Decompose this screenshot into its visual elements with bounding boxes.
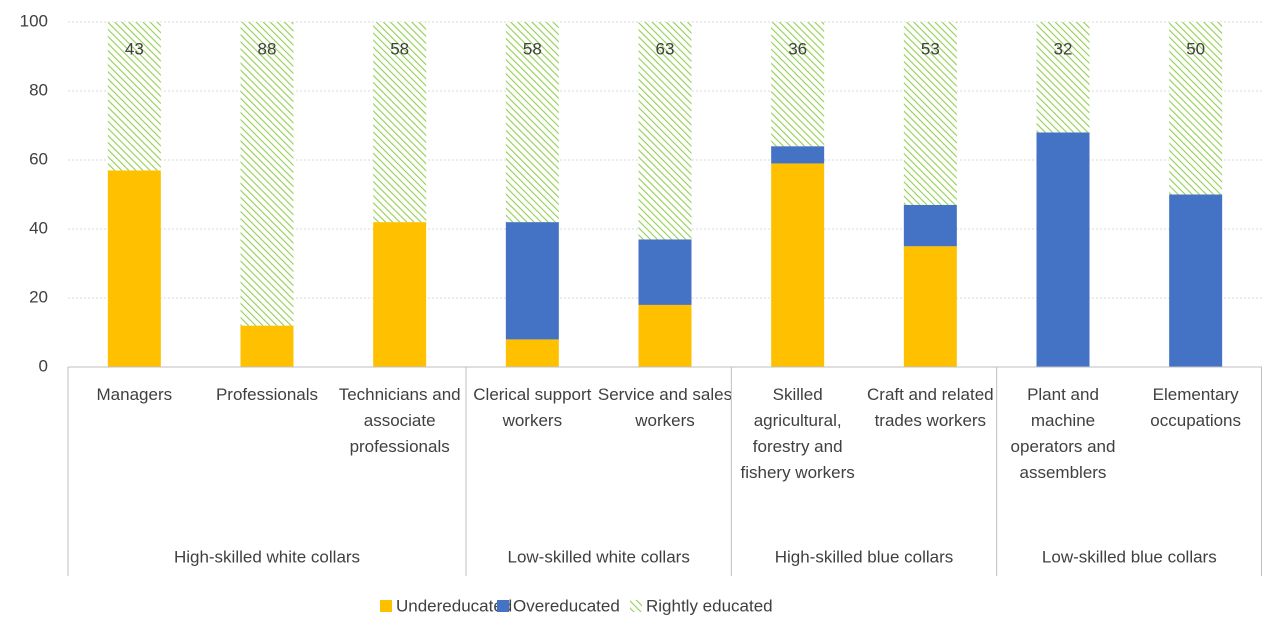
x-tick-label: Technicians and associate professionals — [338, 385, 461, 456]
x-label-box: Skilled agricultural, forestry and fishe… — [740, 385, 855, 482]
data-label: 58 — [390, 39, 409, 58]
bar-segment — [771, 146, 825, 164]
x-label-box: Elementary occupations — [1150, 385, 1242, 430]
legend-label: Overeducated — [513, 596, 620, 615]
x-label-box: Clerical support workers — [473, 385, 592, 430]
data-label: 36 — [788, 39, 807, 58]
bar-segment — [903, 204, 957, 247]
x-tick-label: Professionals — [215, 385, 319, 404]
y-tick-label: 100 — [20, 11, 48, 30]
bar-segment — [505, 222, 559, 340]
y-tick-label: 20 — [29, 287, 48, 306]
bar-segment — [1169, 194, 1223, 367]
x-tick-label: Plant and machine operators and assemble… — [1010, 385, 1116, 482]
bar-segment — [638, 22, 692, 240]
bar-segment — [107, 170, 161, 367]
bar-segment — [771, 22, 825, 147]
x-tick-label: Skilled agricultural, forestry and fishe… — [740, 385, 855, 482]
x-tick-label: Clerical support workers — [473, 385, 592, 430]
y-tick-label: 0 — [39, 356, 48, 375]
data-label: 58 — [523, 39, 542, 58]
group-label: Low-skilled white collars — [507, 547, 689, 566]
bar-segment — [1036, 22, 1090, 133]
bar-segment — [638, 239, 692, 305]
legend-swatch — [497, 600, 509, 612]
bar-segment — [107, 22, 161, 171]
x-tick-label: Service and sales workers — [597, 385, 733, 430]
data-label: 32 — [1054, 39, 1073, 58]
x-label-box: Managers — [96, 385, 173, 404]
bar-segment — [903, 22, 957, 205]
x-label-box: Professionals — [215, 385, 319, 404]
data-label: 50 — [1186, 39, 1205, 58]
x-label-box: Craft and related trades workers — [867, 385, 994, 430]
x-label-box: Technicians and associate professionals — [338, 385, 461, 456]
x-tick-label: Managers — [96, 385, 173, 404]
group-label: Low-skilled blue collars — [1042, 547, 1217, 566]
legend-label: Undereducated — [396, 596, 512, 615]
x-tick-label: Craft and related trades workers — [867, 385, 994, 430]
bar-segment — [240, 325, 294, 367]
data-label: 43 — [125, 39, 144, 58]
x-label-box: Plant and machine operators and assemble… — [1010, 385, 1116, 482]
legend-label: Rightly educated — [646, 596, 773, 615]
bar-segment — [1169, 22, 1223, 195]
y-tick-label: 40 — [29, 218, 48, 237]
bar-segment — [1036, 132, 1090, 367]
legend-swatch — [380, 600, 392, 612]
bar-segment — [771, 163, 825, 367]
data-label: 63 — [656, 39, 675, 58]
y-tick-label: 60 — [29, 149, 48, 168]
x-label-box: Service and sales workers — [597, 385, 733, 430]
group-label: High-skilled white collars — [174, 547, 360, 566]
bar-segment — [505, 22, 559, 223]
bar-segment — [373, 22, 427, 223]
bar-segment — [505, 339, 559, 367]
y-tick-label: 80 — [29, 80, 48, 99]
bar-segment — [240, 22, 294, 326]
group-label: High-skilled blue collars — [775, 547, 954, 566]
bar-segment — [638, 304, 692, 367]
legend-swatch — [630, 600, 642, 612]
x-tick-label: Elementary occupations — [1150, 385, 1242, 430]
data-label: 53 — [921, 39, 940, 58]
data-label: 88 — [258, 39, 277, 58]
bar-segment — [903, 246, 957, 367]
bar-segment — [373, 222, 427, 367]
